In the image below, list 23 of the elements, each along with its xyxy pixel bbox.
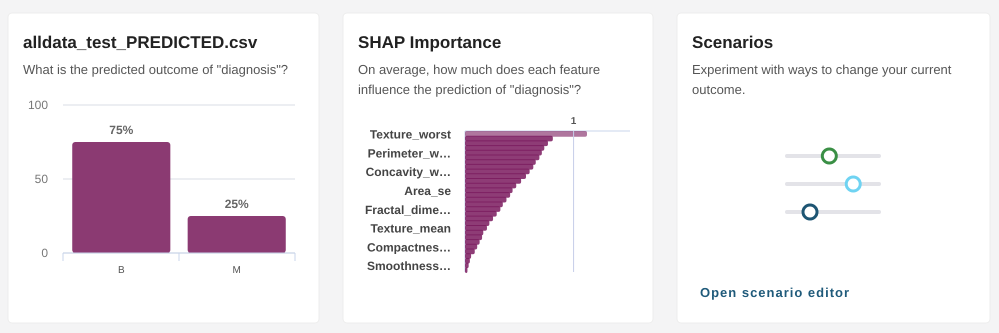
text: Open scenario editor: [700, 285, 850, 300]
y-tick-label: Compactnes…: [366, 240, 451, 254]
text: Experiment with ways to change your current outcome.: [692, 62, 952, 97]
data-label: 25%: [224, 197, 250, 211]
y-tick-label: Texture_mean: [370, 222, 451, 236]
ref-line-label: 1: [570, 116, 577, 127]
data-label: 75%: [109, 123, 134, 137]
chart-subtitle: What is the predicted outcome of "diagnosis"?: [23, 62, 288, 77]
y-tick-label: Concavity_w…: [366, 165, 451, 180]
y-tick-label: Perimeter_w…: [368, 146, 451, 160]
y-tick-label: Fractal_dime…: [364, 202, 451, 217]
y-tick-label: Texture_worst: [370, 128, 451, 142]
text: Scenarios: [692, 33, 774, 52]
y-tick-label: Smoothness…: [366, 259, 451, 274]
chart-title: SHAP Importance: [358, 33, 502, 52]
x-tick-label: B: [118, 265, 125, 276]
y-tick-label: Area_se: [404, 184, 452, 198]
chart-title: alldata_test_PREDICTED.csv: [23, 33, 258, 52]
y-tick-label: 100: [28, 98, 48, 112]
y-tick-label: 0: [41, 246, 48, 260]
chart-subtitle: On average, how much does each feature influence the prediction of "diagnosis"?: [358, 62, 600, 97]
y-tick-label: 50: [34, 172, 48, 186]
x-tick-label: M: [232, 265, 241, 276]
